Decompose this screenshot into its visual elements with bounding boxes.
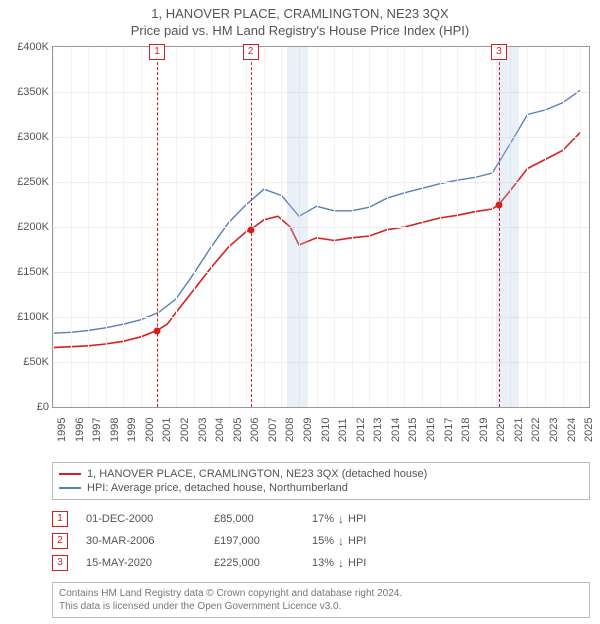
marker-vline: [499, 47, 500, 407]
x-tick-label: 2007: [267, 418, 279, 442]
title: 1, HANOVER PLACE, CRAMLINGTON, NE23 3QX: [10, 6, 590, 21]
x-tick-label: 2010: [320, 418, 332, 442]
sales-price: £197,000: [214, 535, 294, 547]
y-tick-label: £200K: [5, 221, 49, 233]
x-tick-label: 2008: [284, 418, 296, 442]
x-tick-label: 2003: [197, 418, 209, 442]
x-tick-label: 2005: [232, 418, 244, 442]
x-tick-label: 2018: [460, 418, 472, 442]
sales-table: 1 01-DEC-2000 £85,000 17% ↓ HPI 2 30-MAR…: [52, 508, 590, 574]
sales-date: 30-MAR-2006: [86, 535, 196, 547]
x-tick-label: 2014: [390, 418, 402, 442]
sales-diff: 13% ↓ HPI: [312, 556, 366, 570]
x-tick-label: 2011: [337, 418, 349, 442]
arrow-down-icon: ↓: [338, 556, 344, 570]
y-tick-label: £0: [5, 401, 49, 413]
y-tick-label: £50K: [5, 356, 49, 368]
y-tick-label: £300K: [5, 131, 49, 143]
x-tick-label: 2000: [144, 418, 156, 442]
x-tick-label: 1995: [56, 418, 68, 442]
y-tick-label: £350K: [5, 86, 49, 98]
x-tick-label: 2019: [478, 418, 490, 442]
sale-marker-dot: [154, 327, 161, 334]
x-tick-label: 2012: [355, 418, 367, 442]
legend-label: 1, HANOVER PLACE, CRAMLINGTON, NE23 3QX …: [87, 468, 427, 480]
x-tick-label: 2009: [302, 418, 314, 442]
x-tick-label: 2022: [530, 418, 542, 442]
legend: 1, HANOVER PLACE, CRAMLINGTON, NE23 3QX …: [52, 462, 590, 500]
sales-price: £85,000: [214, 513, 294, 525]
sales-diff-suffix: HPI: [348, 557, 366, 569]
sale-marker-dot: [247, 226, 254, 233]
sales-diff-suffix: HPI: [348, 535, 366, 547]
sales-index-box: 3: [52, 555, 68, 571]
legend-swatch: [59, 473, 81, 475]
y-tick-label: £400K: [5, 41, 49, 53]
sales-index-box: 2: [52, 533, 68, 549]
titles: 1, HANOVER PLACE, CRAMLINGTON, NE23 3QX …: [0, 0, 600, 40]
chart-container: 1, HANOVER PLACE, CRAMLINGTON, NE23 3QX …: [0, 0, 600, 618]
x-tick-label: 2015: [407, 418, 419, 442]
sales-index-box: 1: [52, 511, 68, 527]
sales-date: 01-DEC-2000: [86, 513, 196, 525]
marker-index-box: 1: [149, 44, 165, 60]
sales-row: 1 01-DEC-2000 £85,000 17% ↓ HPI: [52, 508, 590, 530]
sales-diff-pct: 15%: [312, 535, 334, 547]
x-tick-label: 2024: [566, 418, 578, 442]
x-tick-label: 2020: [495, 418, 507, 442]
x-tick-label: 2001: [161, 418, 173, 442]
sale-marker-dot: [495, 201, 502, 208]
x-tick-label: 2006: [249, 418, 261, 442]
legend-swatch: [59, 487, 81, 489]
x-tick-label: 2002: [179, 418, 191, 442]
legend-label: HPI: Average price, detached house, Nort…: [87, 482, 348, 494]
sales-diff: 17% ↓ HPI: [312, 512, 366, 526]
footer-line: This data is licensed under the Open Gov…: [59, 600, 583, 613]
x-tick-label: 2021: [513, 418, 525, 442]
x-tick-label: 1996: [74, 418, 86, 442]
sales-diff: 15% ↓ HPI: [312, 534, 366, 548]
x-axis-labels: 1995 1996 1997 1998 1999 2000 2001 2002 2003 2004…: [52, 408, 590, 456]
marker-index-box: 2: [243, 44, 259, 60]
sales-diff-suffix: HPI: [348, 513, 366, 525]
legend-item: HPI: Average price, detached house, Nort…: [59, 481, 583, 495]
x-tick-label: 2004: [214, 418, 226, 442]
y-tick-label: £150K: [5, 266, 49, 278]
x-tick-label: 1998: [109, 418, 121, 442]
x-tick-label: 1999: [126, 418, 138, 442]
x-tick-label: 1997: [91, 418, 103, 442]
marker-vline: [157, 47, 158, 407]
x-tick-label: 2025: [583, 418, 595, 442]
x-tick-label: 2016: [425, 418, 437, 442]
marker-index-box: 3: [491, 44, 507, 60]
sales-diff-pct: 13%: [312, 557, 334, 569]
arrow-down-icon: ↓: [338, 534, 344, 548]
sales-diff-pct: 17%: [312, 513, 334, 525]
arrow-down-icon: ↓: [338, 512, 344, 526]
attribution-footer: Contains HM Land Registry data © Crown c…: [52, 582, 590, 618]
y-tick-label: £100K: [5, 311, 49, 323]
y-tick-label: £250K: [5, 176, 49, 188]
sales-row: 3 15-MAY-2020 £225,000 13% ↓ HPI: [52, 552, 590, 574]
sales-row: 2 30-MAR-2006 £197,000 15% ↓ HPI: [52, 530, 590, 552]
sales-price: £225,000: [214, 557, 294, 569]
x-tick-label: 2017: [443, 418, 455, 442]
x-tick-label: 2013: [372, 418, 384, 442]
subtitle: Price paid vs. HM Land Registry's House …: [10, 23, 590, 38]
recession-band: [287, 47, 308, 407]
footer-line: Contains HM Land Registry data © Crown c…: [59, 587, 583, 600]
legend-item: 1, HANOVER PLACE, CRAMLINGTON, NE23 3QX …: [59, 467, 583, 481]
sales-date: 15-MAY-2020: [86, 557, 196, 569]
plot-area: £0£50K£100K£150K£200K£250K£300K£350K£400…: [52, 46, 590, 408]
x-tick-label: 2023: [548, 418, 560, 442]
